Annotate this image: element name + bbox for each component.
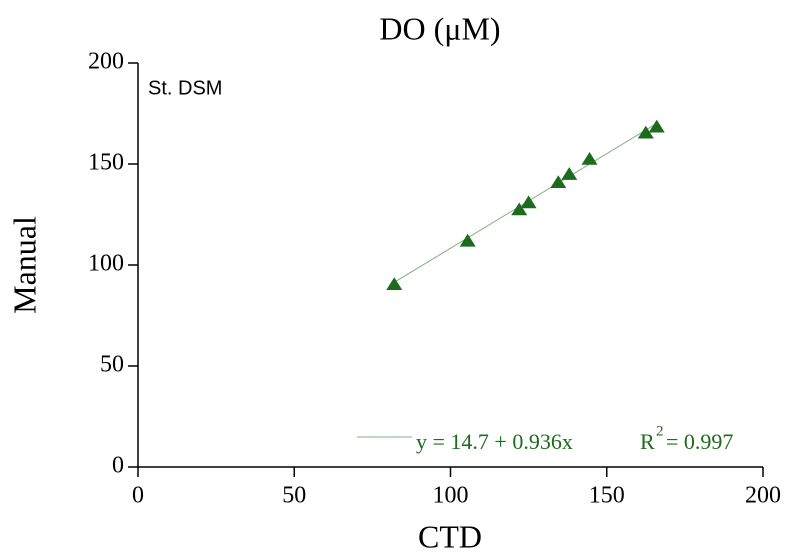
point [550, 175, 567, 188]
point [637, 125, 654, 139]
x-tick-label: 150 [589, 483, 625, 509]
y-tick-label: 150 [88, 150, 124, 176]
y-tick-label: 50 [100, 352, 124, 378]
x-tick-label: 100 [433, 483, 469, 509]
point [386, 277, 403, 290]
point [648, 119, 665, 133]
chart-title: DO (μM) [379, 10, 500, 46]
annotation: St. DSM [148, 77, 222, 99]
equation: y = 14.7 + 0.936x [416, 429, 573, 454]
r-label: R [640, 429, 655, 454]
y-tick-label: 0 [112, 453, 124, 479]
x-tick-label: 200 [745, 483, 781, 509]
point [520, 195, 537, 209]
r-exponent: 2 [656, 423, 664, 439]
x-axis-title: CTD [418, 518, 482, 554]
y-tick-label: 100 [88, 251, 124, 277]
x-tick-label: 50 [282, 483, 306, 509]
x-tick-label: 0 [132, 483, 144, 509]
point [459, 233, 476, 247]
point [581, 151, 598, 165]
point [561, 167, 578, 180]
y-tick-label: 200 [88, 49, 124, 75]
y-axis-title: Manual [6, 216, 42, 314]
r-value: = 0.997 [666, 429, 733, 454]
point [511, 202, 528, 216]
